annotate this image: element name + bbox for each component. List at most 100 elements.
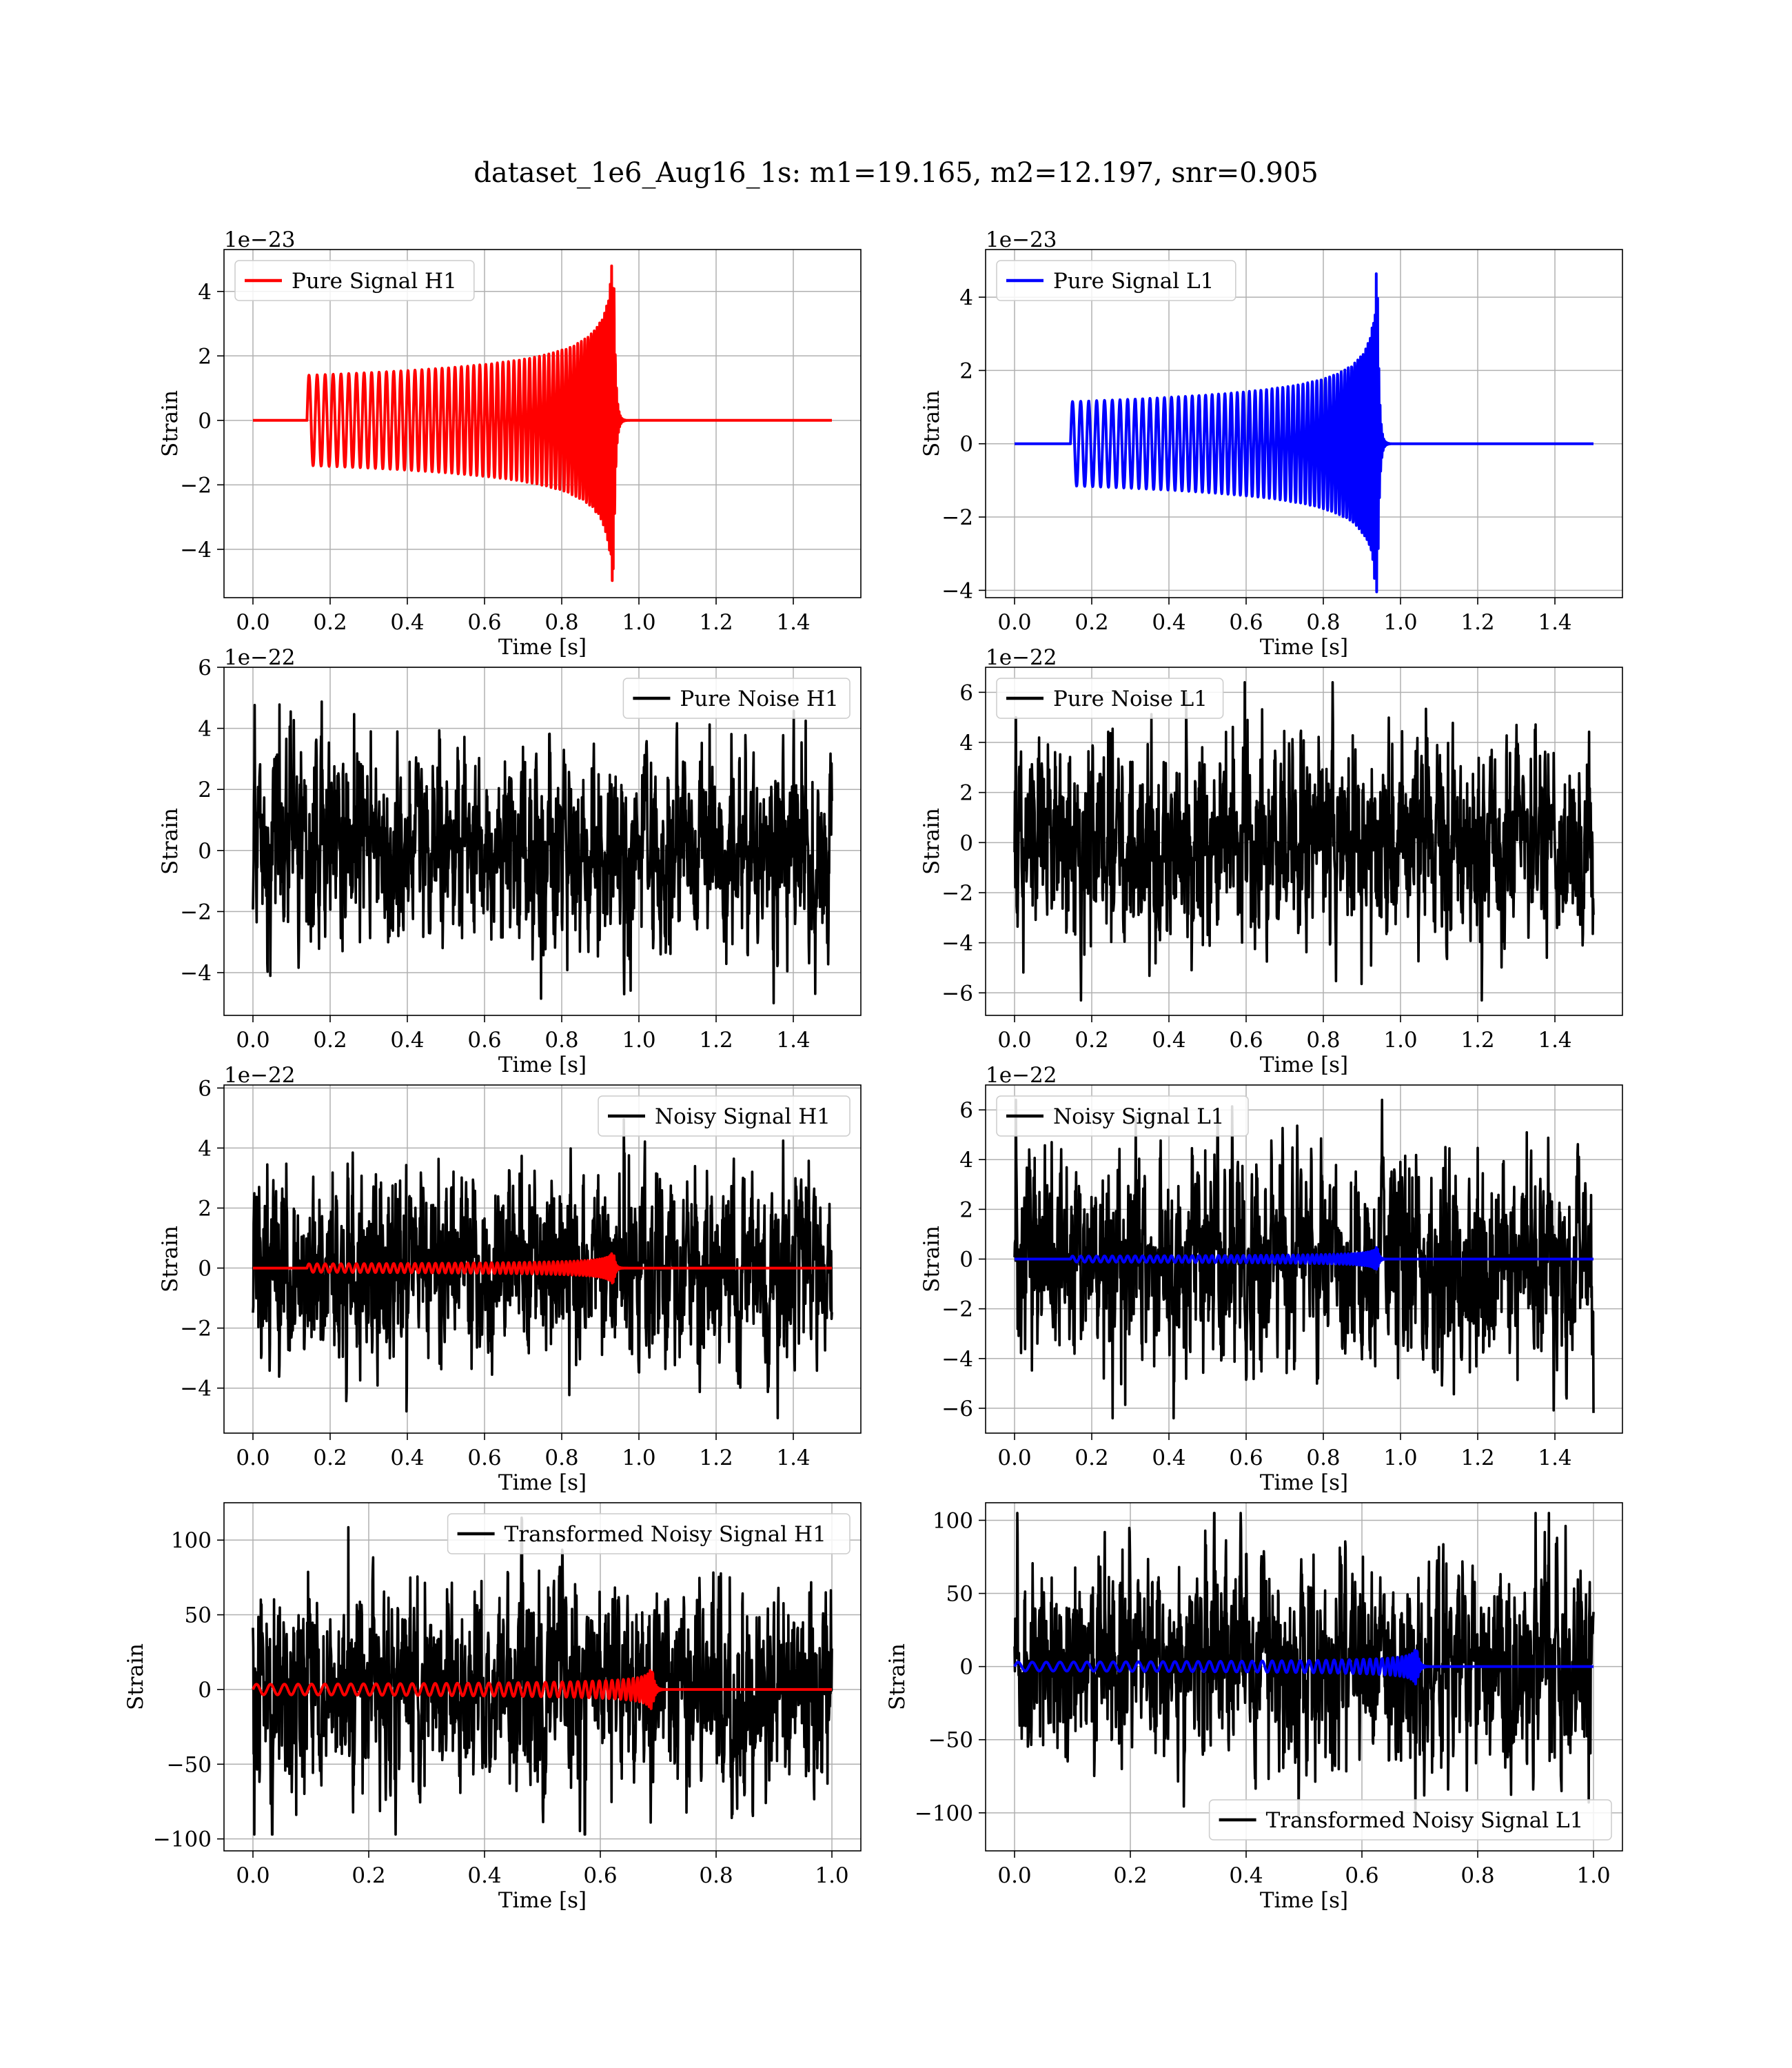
legend-label: Noisy Signal L1 [1053, 1104, 1225, 1129]
x-axis-label: Time [s] [1260, 1888, 1348, 1913]
x-tick-label: 1.2 [1460, 1446, 1494, 1470]
y-tick-label: 6 [198, 1076, 212, 1101]
legend-box [622, 678, 851, 719]
signal-trace [1015, 272, 1595, 594]
x-tick-label: 0.4 [1152, 1028, 1185, 1053]
x-tick-label: 0.4 [1152, 610, 1185, 635]
axes-frame [985, 1502, 1623, 1852]
legend-box [1208, 1799, 1612, 1841]
x-tick-label: 1.4 [1538, 1446, 1571, 1470]
y-tick-label: 50 [185, 1603, 212, 1628]
x-axis-label: Time [s] [498, 1053, 587, 1077]
x-tick-label: 0.6 [1345, 1863, 1378, 1888]
x-tick-label: 0.8 [544, 1028, 578, 1053]
y-axis-label: Strain [158, 390, 183, 457]
x-axis-label: Time [s] [498, 635, 587, 660]
subplot-pure-signal-h1: 0.0 0.2 0.4 0.6 0.8 1.0 1.2 1.4 −4 −2 0 2 4 Time [s] S… [158, 227, 862, 660]
legend: Transformed Noisy Signal H1 [447, 1513, 851, 1554]
y-tick-label: 4 [198, 717, 212, 742]
y-tick-label: −6 [941, 981, 973, 1006]
x-tick-label: 0.6 [467, 610, 501, 635]
legend: Transformed Noisy Signal L1 [1208, 1799, 1612, 1841]
figure-title: dataset_1e6_Aug16_1s: m1=19.165, m2=12.1… [474, 157, 1318, 189]
legend-label: Noisy Signal H1 [655, 1104, 831, 1129]
y-tick-label: −50 [167, 1752, 212, 1777]
x-tick-label: 1.2 [1460, 1028, 1494, 1053]
y-tick-label: 0 [959, 432, 973, 457]
y-axis-label: Strain [919, 1226, 944, 1292]
x-tick-label: 0.0 [997, 1446, 1031, 1470]
y-tick-label: −2 [180, 473, 212, 498]
y-tick-label: 4 [198, 280, 212, 305]
y-tick-label: −4 [180, 961, 212, 986]
offset-text: 1e−22 [224, 1063, 296, 1088]
plot-area [1015, 272, 1595, 594]
y-axis-label: Strain [158, 1226, 183, 1292]
axes-frame [223, 667, 862, 1016]
x-tick-label: 1.4 [776, 610, 810, 635]
legend-label: Pure Noise H1 [680, 687, 838, 711]
x-tick-label: 0.6 [1229, 1028, 1263, 1053]
legend-box [996, 678, 1224, 719]
y-axis-label: Strain [885, 1643, 910, 1710]
x-axis-label: Time [s] [1260, 635, 1348, 660]
y-tick-label: 4 [959, 731, 973, 756]
x-tick-label: 1.4 [1538, 1028, 1571, 1053]
x-tick-label: 0.8 [1306, 610, 1340, 635]
x-tick-label: 1.0 [1383, 1028, 1417, 1053]
x-tick-label: 0.0 [997, 1028, 1031, 1053]
x-tick-label: 1.2 [699, 1028, 733, 1053]
y-tick-label: 0 [959, 1248, 973, 1273]
offset-text: 1e−22 [986, 1063, 1057, 1088]
subplot-noisy-signal-l1: 0.0 0.2 0.4 0.6 0.8 1.0 1.2 1.4 −6 −4 −2 0 2 4 6 Time [… [919, 1063, 1623, 1495]
legend: Pure Signal H1 [234, 260, 475, 301]
x-tick-label: 1.0 [815, 1863, 848, 1888]
y-tick-label: 2 [198, 1196, 212, 1221]
offset-text: 1e−23 [224, 227, 296, 252]
signal-trace [1013, 1649, 1595, 1685]
x-tick-label: 0.2 [1075, 1028, 1108, 1053]
y-tick-label: 0 [198, 839, 212, 864]
x-tick-label: 0.0 [236, 610, 269, 635]
subplot-noisy-signal-h1: 0.0 0.2 0.4 0.6 0.8 1.0 1.2 1.4 −4 −2 0 2 4 6 Time [s]… [158, 1063, 862, 1495]
noise-trace [252, 1118, 833, 1419]
legend: Pure Noise L1 [996, 678, 1224, 719]
x-tick-label: 0.2 [313, 1446, 347, 1470]
legend-label: Pure Noise L1 [1053, 687, 1208, 711]
x-tick-label: 0.6 [1229, 610, 1263, 635]
x-tick-label: 0.4 [390, 1028, 424, 1053]
x-tick-label: 0.6 [467, 1028, 501, 1053]
signal-trace [252, 1669, 833, 1710]
x-tick-label: 1.4 [776, 1446, 810, 1470]
y-tick-label: 100 [933, 1508, 973, 1533]
x-axis-label: Time [s] [1260, 1470, 1348, 1495]
y-tick-label: 0 [959, 1655, 973, 1680]
y-tick-label: 0 [198, 409, 212, 434]
x-tick-label: 0.8 [699, 1863, 733, 1888]
y-tick-label: −50 [928, 1728, 973, 1753]
x-tick-label: 0.4 [467, 1863, 501, 1888]
y-tick-label: 2 [198, 344, 212, 369]
y-tick-label: −4 [941, 931, 973, 956]
axes-frame [223, 1502, 862, 1852]
subplot-pure-noise-l1: 0.0 0.2 0.4 0.6 0.8 1.0 1.2 1.4 −6 −4 −2 0 2 4 6 Time [… [919, 645, 1623, 1077]
plot-area [1013, 681, 1595, 1002]
y-tick-label: −6 [941, 1397, 973, 1421]
x-axis-label: Time [s] [1260, 1053, 1348, 1077]
y-tick-label: 100 [171, 1528, 212, 1553]
y-tick-label: 6 [959, 680, 973, 705]
y-tick-label: 2 [198, 778, 212, 802]
x-tick-label: 1.0 [1383, 610, 1417, 635]
x-tick-label: 1.4 [776, 1028, 810, 1053]
x-tick-label: 0.2 [352, 1863, 385, 1888]
y-tick-label: 2 [959, 358, 973, 383]
x-tick-label: 0.0 [236, 1028, 269, 1053]
x-tick-label: 0.0 [236, 1446, 269, 1470]
x-tick-label: 0.4 [1152, 1446, 1185, 1470]
noise-trace [252, 700, 833, 1005]
x-tick-label: 1.0 [1383, 1446, 1417, 1470]
y-tick-label: 0 [959, 831, 973, 855]
subplot-transformed-noisy-signal-h1: 0.0 0.2 0.4 0.6 0.8 1.0 −100 −50 0 50 100 Time [s] S… [123, 1502, 862, 1913]
